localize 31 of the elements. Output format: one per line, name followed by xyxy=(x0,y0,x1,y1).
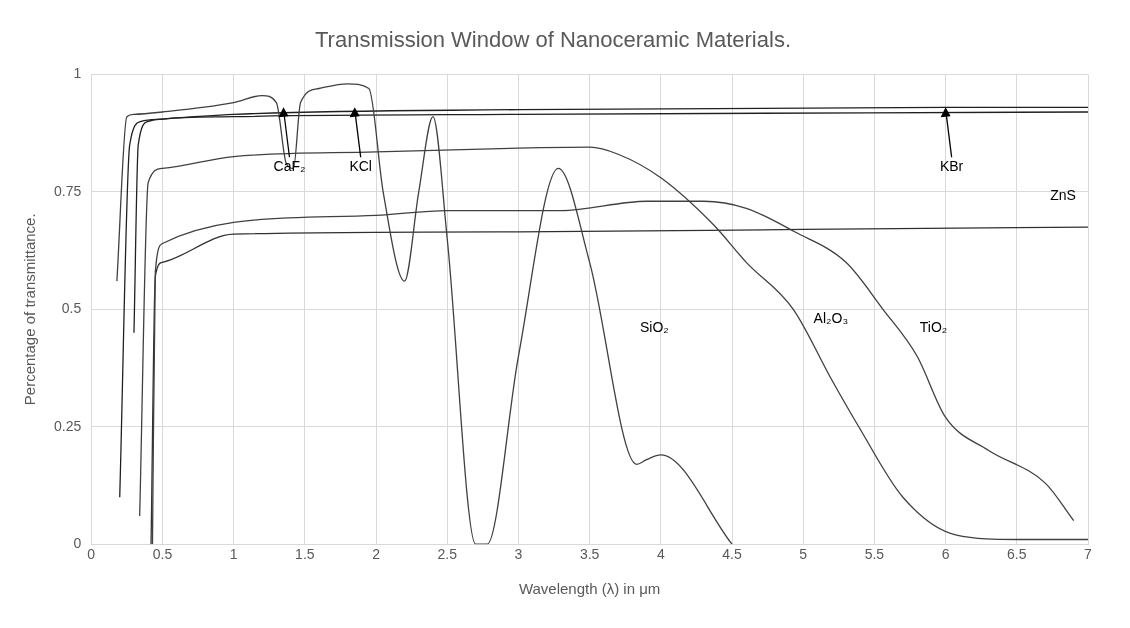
x-axis-title: Wavelength (λ) in μm xyxy=(518,580,661,598)
y-tick-label: 0.75 xyxy=(54,182,82,199)
y-tick-label: 0.5 xyxy=(61,300,82,317)
x-tick-label: 5.5 xyxy=(864,546,885,563)
x-tick-label: 2.5 xyxy=(437,546,458,563)
x-tick-label: 2 xyxy=(372,546,381,563)
annotation: SiO₂ xyxy=(640,318,669,335)
x-tick-label: 3.5 xyxy=(579,546,600,563)
x-tick-label: 1.5 xyxy=(295,546,315,563)
annotation: TiO₂ xyxy=(919,318,948,335)
line-series xyxy=(119,106,1088,498)
annotation: Al₂O₃ xyxy=(813,309,849,326)
y-axis-title: Percentage of transmittance. xyxy=(21,213,39,406)
chart-title: Transmission Window of Nanoceramic Materials. xyxy=(315,27,791,53)
annotation: CaF₂ xyxy=(273,158,306,175)
x-tick-label: 7 xyxy=(1084,546,1093,563)
y-tick-label: 0.25 xyxy=(54,417,82,434)
x-tick-label: 6.5 xyxy=(1007,546,1027,563)
x-tick-label: 0.5 xyxy=(152,546,173,563)
x-tick-label: 5 xyxy=(799,546,808,563)
annotation: KBr xyxy=(939,158,964,175)
annotation: KCl xyxy=(349,158,372,175)
x-tick-label: 0 xyxy=(87,546,96,563)
x-tick-label: 1 xyxy=(229,546,238,563)
x-tick-label: 3 xyxy=(514,546,523,563)
annotation: ZnS xyxy=(1050,187,1076,204)
x-tick-label: 4 xyxy=(656,546,665,563)
x-tick-label: 4.5 xyxy=(722,546,742,563)
x-tick-label: 6 xyxy=(941,546,950,563)
y-tick-label: 0 xyxy=(73,535,82,552)
y-tick-label: 1 xyxy=(73,65,82,82)
